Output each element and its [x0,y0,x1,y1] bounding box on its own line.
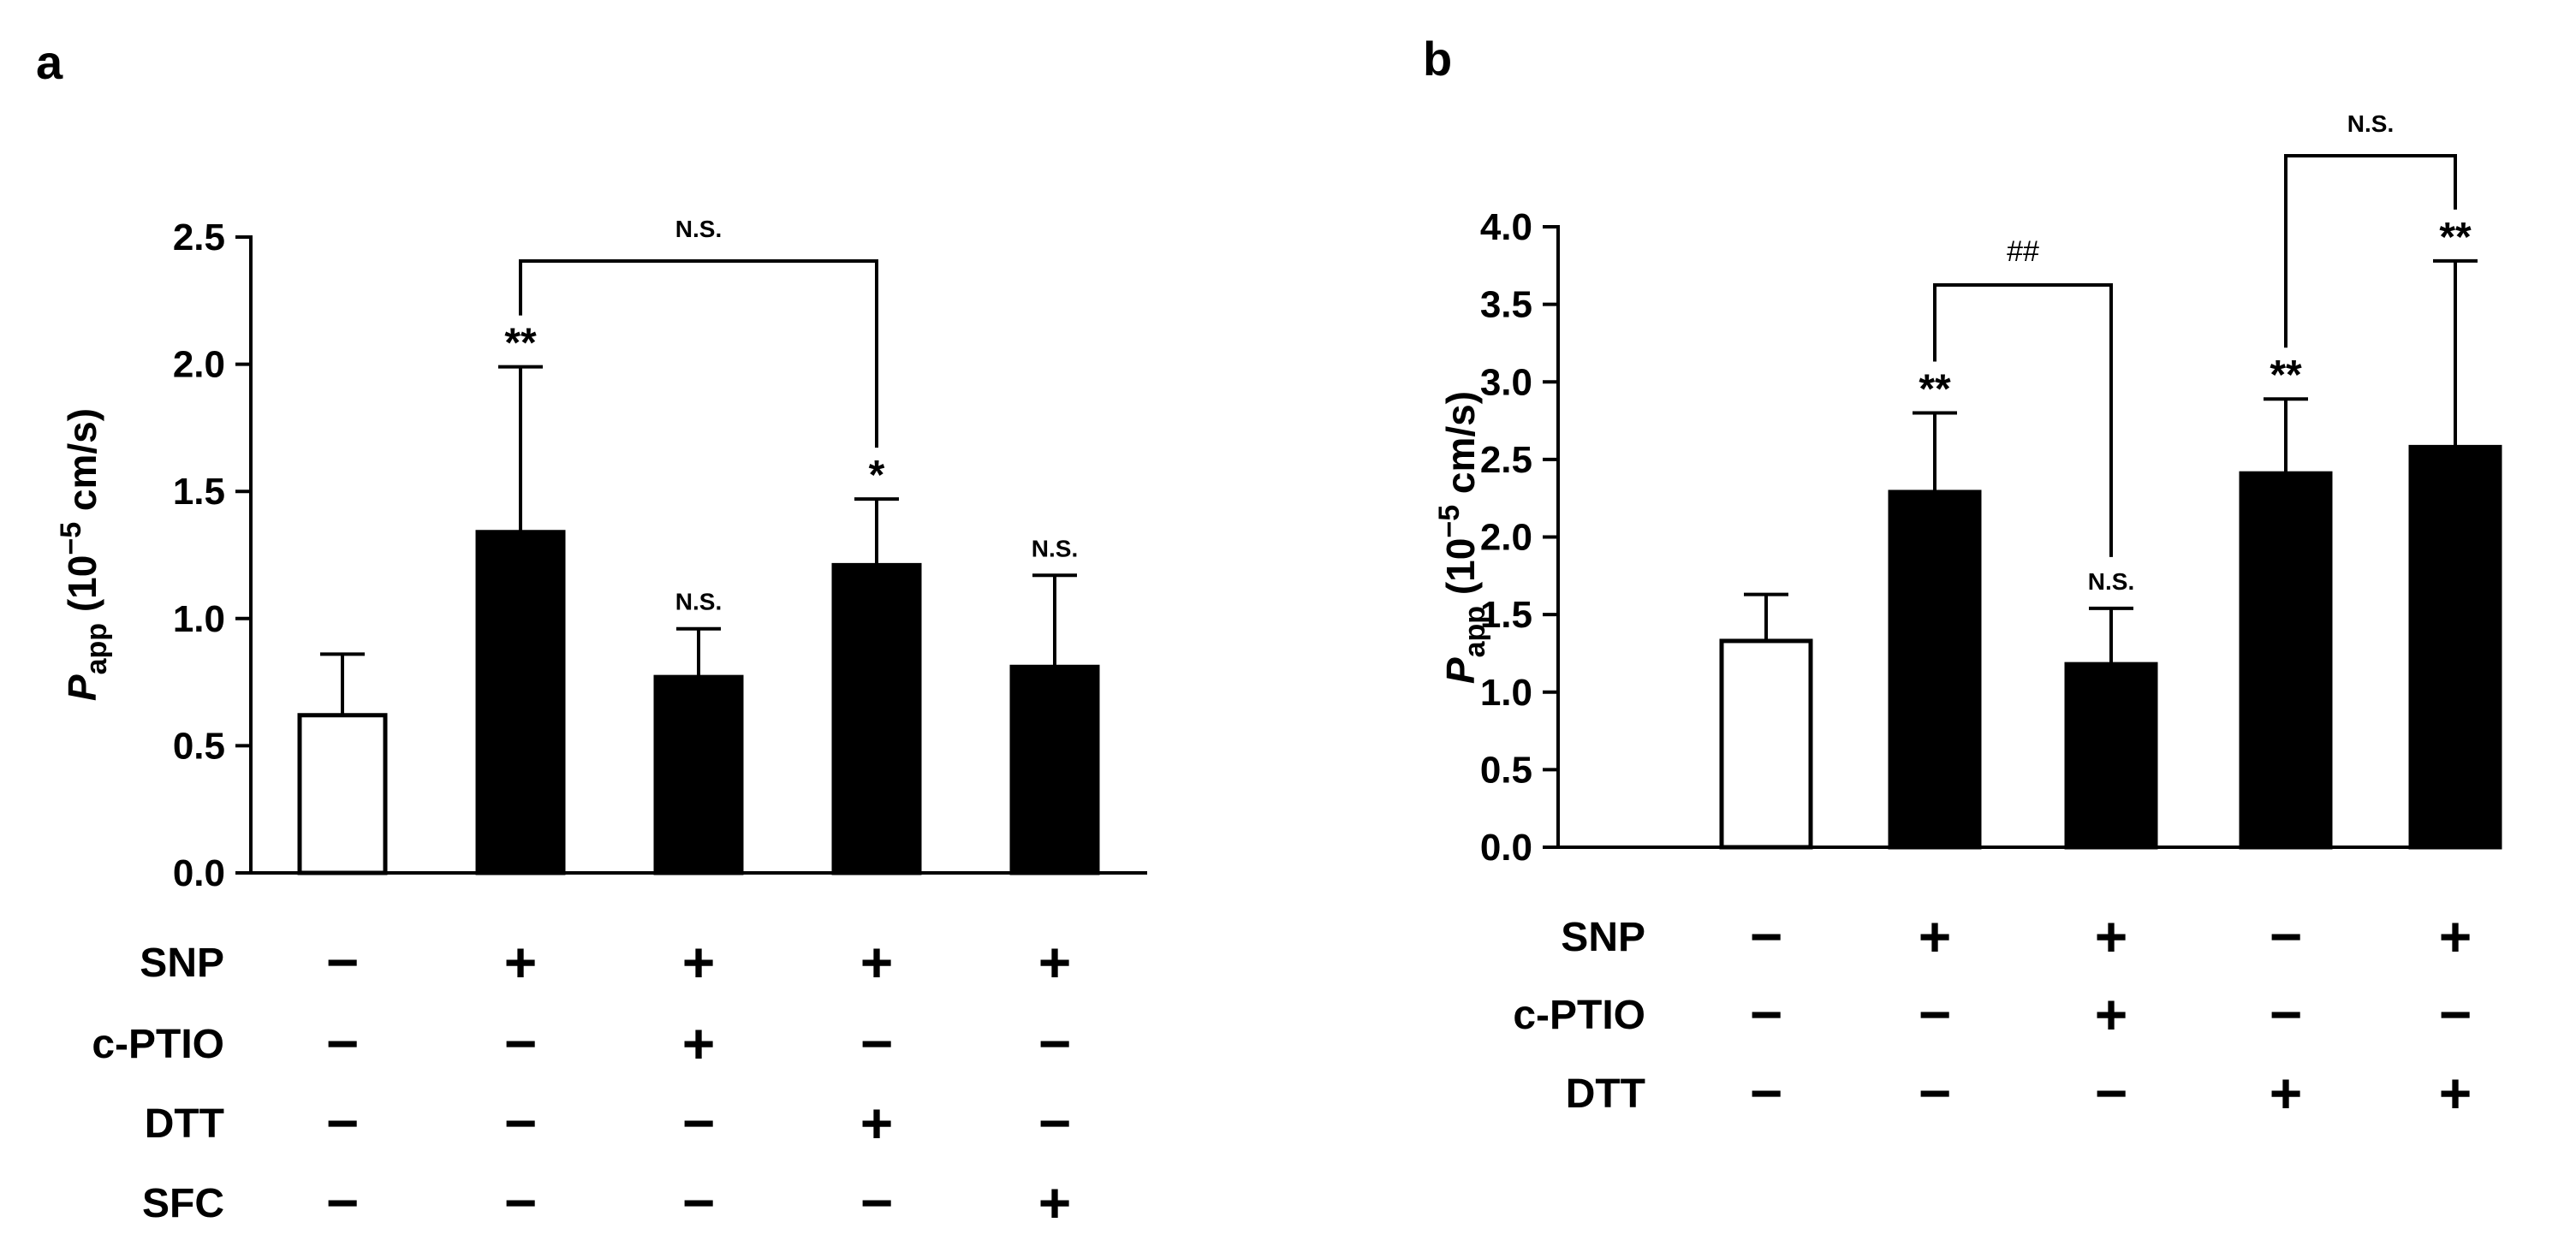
condition-symbol: − [860,1012,894,1075]
condition-symbol: − [682,1171,716,1234]
y-tick-label: 1.0 [1480,672,1532,714]
y-axis-label-italic: P [1438,657,1483,684]
bar [297,713,388,875]
condition-symbol: − [860,1171,894,1234]
y-tick-label: 2.5 [1480,439,1532,481]
condition-symbol: + [2270,1061,2303,1124]
y-axis-label-italic: P [60,674,104,701]
condition-symbol: − [2439,982,2472,1046]
bracket-label: N.S. [2347,110,2394,137]
y-tick-label: 0.5 [1480,749,1532,791]
condition-label: c-PTIO [92,1022,224,1067]
condition-symbol: − [2270,905,2303,968]
y-tick-label: 2.0 [1480,517,1532,559]
condition-symbol: − [682,1091,716,1154]
bar [1009,664,1100,875]
y-tick-label: 0.0 [1480,827,1532,869]
y-axis-label-sup: −5 [55,522,87,555]
condition-symbol: − [1750,905,1783,968]
y-tick-label: 2.0 [173,344,225,386]
panel-b: b 0.0 0.5 1.0 1.5 2.0 2.5 3.0 3.5 4.0 Papp (10−5 c… [1423,32,2502,1124]
condition-symbol: + [2095,905,2128,968]
bar [475,530,566,875]
bar [1719,638,1813,850]
condition-symbol: + [860,1091,894,1154]
condition-symbol: + [504,930,538,994]
panel-a: a 0.0 0.5 1.0 1.5 2.0 2.5 Papp (10−5 cm/s) ** N.S… [36,35,1147,1234]
condition-symbol: + [1038,1171,1072,1234]
condition-symbol: − [326,1012,360,1075]
y-tick-label: 2.5 [173,217,225,258]
condition-label: SNP [1561,915,1645,960]
condition-label: SNP [140,941,224,986]
y-axis-label-unit: cm/s) [60,408,104,522]
condition-label: SFC [142,1181,224,1226]
y-tick-label: 0.0 [173,852,225,894]
significance-label: N.S. [1032,535,1078,561]
condition-symbol: − [326,1091,360,1154]
condition-symbol: − [1750,982,1783,1046]
y-tick-label: 1.5 [1480,594,1532,636]
bar [653,674,744,875]
y-tick-label: 0.5 [173,725,225,767]
significance-label: ** [1919,367,1951,412]
condition-symbol: − [1038,1012,1072,1075]
significance-label: ** [504,321,537,366]
condition-label: c-PTIO [1513,993,1645,1038]
condition-symbol: − [2270,982,2303,1046]
significance-label: * [869,453,885,498]
condition-symbol: + [682,1012,716,1075]
y-axis-label-sup: −5 [1433,505,1466,538]
y-axis-label-text: (10 [60,555,104,623]
condition-symbol: − [1919,982,1952,1046]
y-tick-label: 1.5 [173,471,225,513]
significance-label: N.S. [675,589,722,615]
comparison-bracket [519,259,878,448]
condition-symbol: + [2095,982,2128,1046]
y-axis-label: Papp (10−5 cm/s) [1433,391,1491,684]
condition-label: DTT [1566,1071,1645,1117]
bar [2239,471,2333,850]
panel-letter: b [1423,32,1452,86]
condition-symbol: + [2439,1061,2472,1124]
comparison-bracket [2284,154,2457,348]
condition-symbol: + [682,930,716,994]
y-axis-label-unit: cm/s) [1438,391,1483,505]
y-axis-label: Papp (10−5 cm/s) [55,408,113,701]
condition-label: DTT [145,1101,224,1147]
panel-letter: a [36,35,63,89]
bracket-label: ## [2007,235,2039,268]
comparison-bracket [1933,283,2113,557]
condition-symbol: + [1038,930,1072,994]
bar [2064,662,2158,850]
bar [2408,444,2502,850]
bracket-label: N.S. [675,216,722,242]
bar [1888,490,1982,850]
y-tick-label: 1.0 [173,598,225,640]
condition-symbol: + [860,930,894,994]
bar [831,562,922,875]
y-axis-label-sub: app [1459,606,1491,657]
significance-label: ** [2270,353,2302,398]
significance-label: ** [2439,215,2472,260]
condition-symbol: − [2095,1061,2128,1124]
condition-symbol: − [1919,1061,1952,1124]
condition-symbol: − [326,1171,360,1234]
y-tick-label: 4.0 [1480,206,1532,248]
y-tick-label: 3.0 [1480,361,1532,403]
condition-symbol: − [504,1171,538,1234]
y-tick-label: 3.5 [1480,284,1532,326]
condition-symbol: − [1038,1091,1072,1154]
condition-symbol: − [504,1012,538,1075]
condition-symbol: + [1919,905,1952,968]
significance-label: N.S. [2088,568,2134,595]
condition-symbol: − [326,930,360,994]
condition-symbol: + [2439,905,2472,968]
y-axis-label-text: (10 [1438,538,1483,606]
y-axis-label-sub: app [80,623,113,674]
condition-symbol: − [1750,1061,1783,1124]
condition-symbol: − [504,1091,538,1154]
